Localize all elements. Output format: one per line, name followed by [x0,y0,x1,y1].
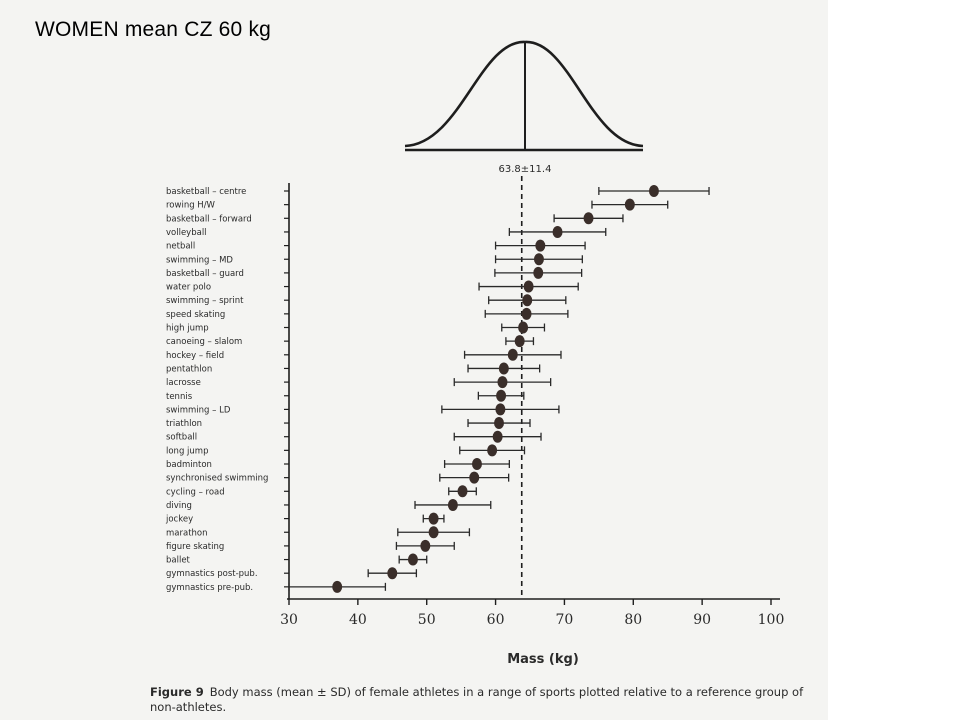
category-label: rowing H/W [166,201,216,211]
figure-caption: Figure 9 Body mass (mean ± SD) of female … [150,685,830,715]
category-label: water polo [166,283,211,293]
mean-point [447,498,458,511]
mean-point [521,307,532,320]
category-label: netball [166,242,195,252]
category-label: badminton [166,460,212,470]
category-label: pentathlon [166,364,212,374]
mean-point [533,266,544,279]
reference-distribution: 63.8±11.4 [404,40,644,175]
category-label: lacrosse [166,378,201,388]
x-tick-label: 30 [280,612,298,628]
mean-point [648,185,659,197]
x-tick-label: 100 [758,612,785,628]
mean-point [469,471,480,484]
category-label: long jump [166,446,208,456]
category-label: swimming – sprint [166,296,244,306]
mean-point [523,280,534,293]
x-axis-title: Mass (kg) [507,652,579,667]
mean-point [583,212,594,225]
x-tick-label: 40 [349,612,367,628]
reference-label: 63.8±11.4 [499,164,552,175]
mean-point [471,458,482,470]
x-tick-label: 70 [556,612,574,628]
x-tick-label: 60 [487,612,505,628]
category-label: ballet [166,556,191,566]
data-marks [288,185,710,593]
category-label: basketball – forward [166,214,252,224]
mean-point [497,376,508,389]
category-label: figure skating [166,542,224,552]
mean-point [420,539,431,552]
mean-point [487,444,498,457]
page-title: WOMEN mean CZ 60 kg [35,18,272,41]
mean-point [624,198,635,211]
mean-point [457,485,468,498]
mean-point [428,512,439,525]
category-label: jockey [165,515,193,525]
category-label: softball [166,433,197,443]
chart: 63.8±11.4 30 40 50 60 70 80 90 100 basketball –… [165,40,784,667]
page-margin [828,0,960,720]
mean-point [518,321,529,334]
category-label: cycling – road [166,487,225,497]
category-label: hockey – field [166,351,224,361]
category-label: marathon [166,528,208,538]
mean-point [332,580,343,593]
mean-point [535,239,546,252]
x-tick-label: 80 [624,612,642,628]
x-tick-label: 90 [693,612,711,628]
category-label: basketball – centre [166,187,246,197]
mean-point [496,389,507,402]
category-labels: basketball – centre rowing H/W basketball … [165,187,268,593]
caption-figure-number: Figure 9 [150,685,204,699]
mean-point [407,553,418,566]
scanned-page [0,0,828,720]
category-label: canoeing – slalom [166,337,242,347]
category-label: speed skating [166,310,225,320]
mean-point [552,225,563,238]
mean-point [494,417,505,430]
category-label: tennis [166,392,193,402]
category-label: volleyball [166,228,207,238]
category-label: swimming – MD [166,255,233,265]
category-label: basketball – guard [166,269,244,279]
category-label: gymnastics post-pub. [166,569,258,579]
category-label: gymnastics pre-pub. [166,583,253,593]
x-tick-label: 50 [418,612,436,628]
category-label: synchronised swimming [166,474,268,484]
category-label: triathlon [166,419,202,429]
caption-text: Body mass (mean ± SD) of female athletes… [150,685,804,714]
y-ticks [284,190,289,588]
mean-point [492,430,503,443]
mean-point [522,294,533,307]
category-label: high jump [166,324,209,334]
mean-point [387,567,398,580]
mean-point [498,362,509,375]
mean-point [507,348,518,361]
x-ticks: 30 40 50 60 70 80 90 100 [280,599,784,628]
category-label: swimming – LD [166,405,231,415]
mean-point [514,335,525,348]
mean-point [428,526,439,539]
mean-point [495,403,506,416]
category-label: diving [166,501,192,511]
mean-point [533,253,544,266]
